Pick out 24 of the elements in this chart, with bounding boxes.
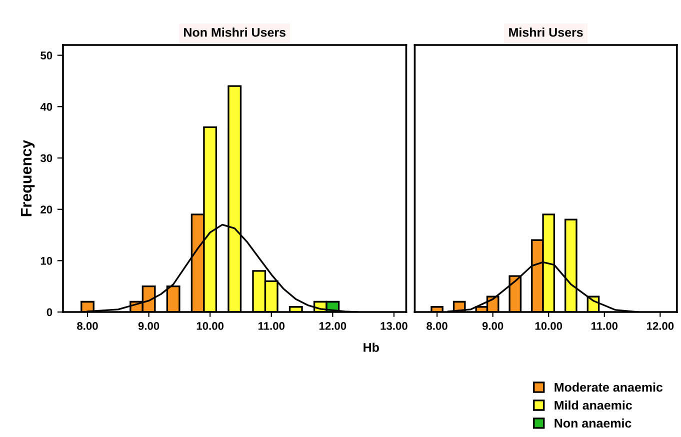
x-tick-label: 11.00 <box>258 322 285 330</box>
chart-title: Mishri Users <box>509 28 583 37</box>
y-tick-label: 0 <box>46 308 52 316</box>
y-tick-label: 10 <box>40 256 52 265</box>
x-tick-label: 12.00 <box>646 322 674 330</box>
x-tick-label: 9.00 <box>138 322 160 330</box>
y-tick-label: 50 <box>40 52 52 60</box>
chart-title: Non Mishri Users <box>184 28 286 37</box>
x-tick-label: 13.00 <box>380 322 408 330</box>
x-tick-label: 9.00 <box>482 322 504 330</box>
x-tick-label: 11.00 <box>592 322 618 330</box>
y-axis-title: Frequency <box>20 140 35 216</box>
legend-label: Moderate anaemic <box>554 382 663 392</box>
y-tick-label: 30 <box>40 154 52 162</box>
x-tick-label: 10.00 <box>196 322 224 330</box>
legend-label: Non anaemic <box>554 418 632 428</box>
y-tick-label: 40 <box>40 102 52 111</box>
x-axis-title: Hb <box>364 342 379 352</box>
x-tick-label: 8.00 <box>77 322 98 330</box>
x-tick-label: 10.00 <box>535 322 562 330</box>
legend-label: Mild anaemic <box>554 400 632 410</box>
x-tick-label: 12.00 <box>319 322 346 330</box>
x-tick-label: 8.00 <box>426 322 448 330</box>
y-tick-label: 20 <box>40 206 52 214</box>
